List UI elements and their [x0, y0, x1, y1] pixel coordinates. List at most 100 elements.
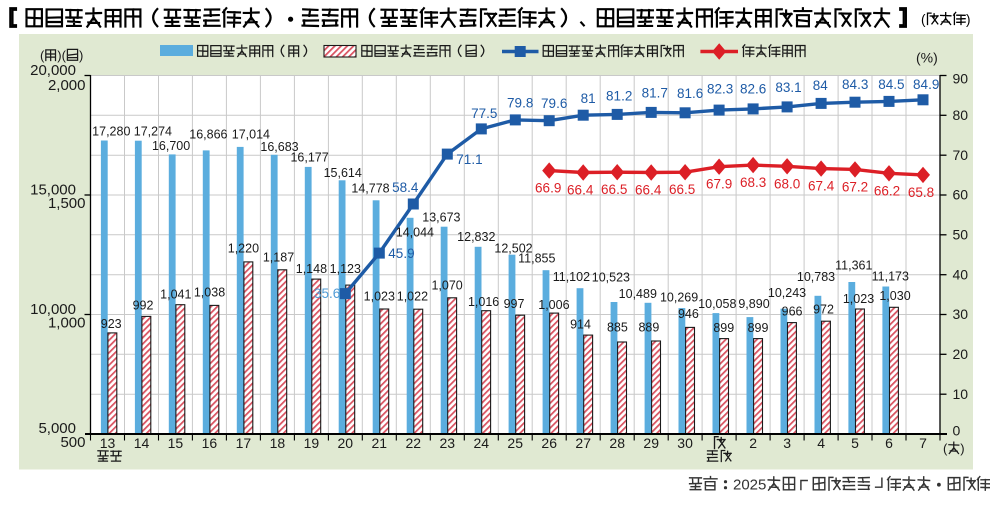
- svg-text:79.6: 79.6: [541, 96, 567, 111]
- svg-text:2: 2: [749, 435, 757, 451]
- svg-text:992: 992: [133, 299, 154, 313]
- svg-text:10,058: 10,058: [698, 297, 736, 311]
- svg-text:81.6: 81.6: [677, 86, 703, 101]
- svg-text:16,177: 16,177: [290, 150, 328, 164]
- svg-text:20: 20: [338, 435, 354, 451]
- svg-text:946: 946: [678, 307, 699, 321]
- svg-text:5: 5: [851, 435, 859, 451]
- svg-text:45.9: 45.9: [388, 246, 414, 261]
- svg-text:10,243: 10,243: [768, 286, 806, 300]
- svg-text:24: 24: [474, 435, 490, 451]
- svg-text:82.3: 82.3: [707, 82, 733, 97]
- svg-text:16: 16: [202, 435, 218, 451]
- svg-text:11,173: 11,173: [872, 270, 909, 284]
- svg-text:67.9: 67.9: [706, 177, 732, 192]
- svg-text:81.7: 81.7: [642, 85, 668, 100]
- svg-text:1,023: 1,023: [843, 292, 874, 306]
- svg-text:10,489: 10,489: [619, 287, 657, 301]
- svg-text:17,274: 17,274: [134, 125, 172, 139]
- svg-text:77.5: 77.5: [471, 106, 497, 121]
- svg-text:1,006: 1,006: [538, 298, 569, 312]
- svg-text:(: (: [40, 48, 45, 63]
- svg-text:14,778: 14,778: [351, 181, 389, 195]
- svg-text:80: 80: [953, 107, 969, 123]
- svg-text:30: 30: [677, 435, 693, 451]
- svg-text:0: 0: [953, 423, 961, 439]
- svg-text:2025: 2025: [733, 477, 766, 494]
- svg-text:16,683: 16,683: [260, 140, 298, 154]
- svg-text:4: 4: [817, 435, 825, 451]
- svg-text:68.3: 68.3: [740, 175, 766, 190]
- svg-text:30: 30: [953, 306, 969, 322]
- svg-text:): ): [79, 48, 83, 63]
- svg-text:60: 60: [953, 187, 969, 203]
- svg-text:5,000: 5,000: [38, 420, 76, 437]
- svg-text:81.2: 81.2: [606, 88, 632, 103]
- svg-text:923: 923: [101, 317, 122, 331]
- svg-text:1,070: 1,070: [431, 279, 462, 293]
- svg-text:1,148: 1,148: [296, 262, 327, 276]
- svg-text:899: 899: [748, 321, 769, 335]
- svg-text:(: (: [943, 441, 948, 456]
- svg-text:12,502: 12,502: [494, 242, 532, 256]
- svg-text:15,614: 15,614: [324, 166, 362, 180]
- svg-text:29: 29: [643, 435, 659, 451]
- svg-text:15,000: 15,000: [30, 182, 76, 199]
- svg-text:1,500: 1,500: [48, 195, 86, 212]
- svg-text:1,187: 1,187: [263, 251, 294, 265]
- svg-text:1,030: 1,030: [879, 289, 910, 303]
- svg-text:6: 6: [885, 435, 893, 451]
- svg-text:11,102: 11,102: [553, 270, 590, 284]
- svg-text:1,041: 1,041: [160, 288, 191, 302]
- svg-text:66.5: 66.5: [601, 182, 627, 197]
- svg-text:889: 889: [638, 321, 659, 335]
- svg-text:40: 40: [953, 266, 969, 282]
- svg-text:66.5: 66.5: [669, 182, 695, 197]
- svg-text:67.4: 67.4: [808, 179, 835, 194]
- svg-text:23: 23: [440, 435, 456, 451]
- svg-text:1,000: 1,000: [48, 315, 86, 332]
- svg-text:35.6: 35.6: [314, 286, 340, 301]
- svg-text:): ): [966, 12, 971, 27]
- svg-text:9,890: 9,890: [738, 297, 769, 311]
- svg-text:17,280: 17,280: [92, 125, 130, 139]
- svg-text:66.4: 66.4: [567, 183, 594, 198]
- svg-text:966: 966: [782, 305, 803, 319]
- svg-text:972: 972: [813, 303, 834, 317]
- svg-text:25: 25: [507, 435, 523, 451]
- svg-text:16,700: 16,700: [152, 139, 190, 153]
- svg-text:28: 28: [609, 435, 625, 451]
- svg-text:)(: )(: [57, 48, 66, 63]
- svg-text:1,038: 1,038: [194, 286, 225, 300]
- svg-text:20: 20: [953, 346, 969, 362]
- svg-text:58.4: 58.4: [392, 180, 419, 195]
- svg-text:(: (: [921, 12, 926, 27]
- svg-text:7: 7: [919, 435, 927, 451]
- svg-text:10,269: 10,269: [660, 291, 698, 305]
- svg-text:67.2: 67.2: [842, 179, 868, 194]
- svg-text:81: 81: [581, 91, 596, 106]
- svg-text:83.1: 83.1: [775, 80, 801, 95]
- svg-text:66.4: 66.4: [635, 183, 662, 198]
- svg-text:3: 3: [783, 435, 791, 451]
- svg-text:914: 914: [570, 318, 591, 332]
- svg-text:18: 18: [270, 435, 286, 451]
- svg-text:15: 15: [168, 435, 184, 451]
- svg-text:16,866: 16,866: [189, 128, 227, 142]
- svg-text:2,000: 2,000: [48, 77, 86, 94]
- svg-text:1,016: 1,016: [468, 295, 499, 309]
- svg-text:68.0: 68.0: [774, 176, 800, 191]
- svg-text:1,220: 1,220: [228, 242, 259, 256]
- svg-text:997: 997: [504, 297, 525, 311]
- svg-text:13: 13: [100, 435, 116, 451]
- svg-text:22: 22: [406, 435, 422, 451]
- svg-text:13,673: 13,673: [422, 210, 460, 224]
- svg-text:26: 26: [541, 435, 557, 451]
- svg-text:12,832: 12,832: [457, 230, 495, 244]
- svg-text:66.2: 66.2: [874, 183, 900, 198]
- svg-text:10,783: 10,783: [797, 270, 835, 284]
- svg-text:10,523: 10,523: [592, 271, 630, 285]
- svg-text:17,014: 17,014: [232, 128, 270, 142]
- svg-text:): ): [960, 441, 964, 456]
- svg-text:1,022: 1,022: [397, 290, 428, 304]
